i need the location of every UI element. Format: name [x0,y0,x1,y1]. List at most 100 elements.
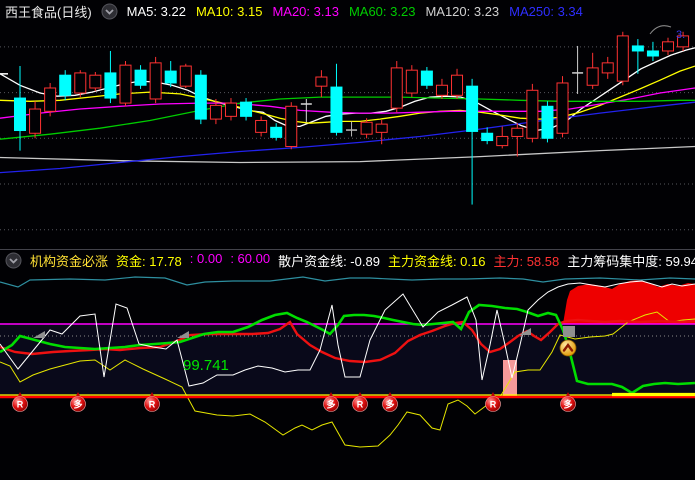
candle [526,83,539,143]
signal-badge-duo: 多 [323,392,339,412]
main-chart-header: 西王食品(日线) MA5: 3.22 MA10: 3.15 MA20: 3.13 MA… [0,0,695,23]
ma-legend: MA5: 3.22 MA10: 3.15 MA20: 3.13 MA60: 3.23 M… [127,4,583,19]
signal-badge-R: R [12,392,28,412]
indicator-chart-canvas[interactable]: 99.741 R 多 R 多 R 多 R 多 [0,272,695,480]
svg-text:多: 多 [326,399,335,410]
collapse-indicator-icon[interactable] [5,252,22,269]
indicator-header: 机构资金必涨 资金: 17.78 : 0.00 : 60.00 散户资金线: -0.8… [0,249,695,271]
main-force-fund-line [0,318,695,364]
candle [677,31,690,51]
candle [375,120,388,145]
ma-line-MA5 [0,47,695,132]
ma-line-MA10 [0,65,695,124]
candle [315,70,328,98]
candle [616,31,629,86]
signal-badge-R: R [352,392,368,412]
candle [89,72,102,92]
candle [586,52,599,89]
signal-badge-R: R [144,392,160,412]
candle [270,123,283,141]
candle [59,70,72,101]
retail-fund-line [0,303,695,395]
candle [405,65,418,98]
candle [481,127,494,145]
candle [119,61,132,107]
signal-badge-duo: 多 [382,392,398,412]
signal-badge-duo: 多 [560,392,576,412]
candle [164,61,177,88]
svg-text:多: 多 [563,399,572,410]
candle [285,102,298,150]
stock-title: 西王食品(日线) [5,5,92,20]
signal-badge-duo: 多 [70,392,86,412]
candle [646,41,659,62]
candle [74,70,87,98]
white-oscillator-line [0,280,695,387]
candle [496,126,509,149]
candle [104,50,117,104]
ma-line-MA60 [0,96,695,140]
signal-badge-R: R [485,392,501,412]
indicator-field-5: 主力: 58.58 [493,254,560,269]
ma-label-4: MA120: 3.23 [425,4,500,19]
candle [224,98,237,121]
yellow-line [0,311,695,448]
candle [390,61,403,113]
svg-text:R: R [490,400,497,410]
candle [435,78,448,99]
ma-line-MA120 [0,145,695,164]
main-force-red-area [563,280,695,324]
indicator-field-3: 散户资金线: -0.89 [278,254,380,269]
svg-text:R: R [357,400,364,410]
candle [240,98,253,121]
ma-line-MA250 [0,101,695,174]
indicator-field-4: 主力资金线: 0.16 [387,254,486,269]
indicator-values: 资金: 17.78 : 0.00 : 60.00 散户资金线: -0.89 主力资金线:… [116,251,695,270]
candle [255,116,268,137]
candle [541,101,554,143]
candle [556,76,569,138]
candle [330,63,343,136]
gold-chevron-badge [559,339,577,357]
ma-label-5: MA250: 3.34 [509,4,583,19]
indicator-field-6: 主力筹码集中度: 59.94 [567,254,695,269]
svg-text:多: 多 [385,399,394,410]
ma-line-MA20 [0,87,695,119]
ma-label-2: MA20: 3.13 [272,4,339,19]
indicator-field-2: : 60.00 [230,251,271,266]
candle [511,123,524,157]
candle [601,56,614,79]
teal-line [0,276,695,288]
ma-label-3: MA60: 3.23 [348,4,416,19]
candle [420,66,433,89]
price-annotation: 3. [649,25,685,41]
doji-candle [346,121,358,137]
candlestick-chart-canvas[interactable]: 3. [0,24,695,250]
candle [466,78,479,205]
candle [360,118,373,139]
svg-text:R: R [149,400,156,410]
candle [451,68,464,99]
indicator-field-1: : 0.00 [189,251,223,266]
svg-text:R: R [17,400,24,410]
doji-candle [572,45,584,94]
candle [149,56,162,104]
candle [14,66,26,151]
candle [662,37,675,56]
candle [209,98,222,125]
svg-text:3.: 3. [676,29,685,41]
candle [44,82,57,117]
gray-square-marker [563,326,575,337]
gray-triangle-marker [33,331,45,338]
ma-label-1: MA10: 3.15 [195,4,263,19]
indicator-field-0: 资金: 17.78 [116,254,182,269]
gray-triangle-marker [519,328,531,335]
candle [631,39,644,74]
ma-label-0: MA5: 3.22 [126,4,186,19]
candle [194,70,207,125]
collapse-panel-icon[interactable] [101,3,118,20]
candle [29,101,42,139]
value-label: 99.741 [183,357,229,374]
gray-triangle-marker [177,331,189,338]
indicator-name: 机构资金必涨 [30,254,109,269]
